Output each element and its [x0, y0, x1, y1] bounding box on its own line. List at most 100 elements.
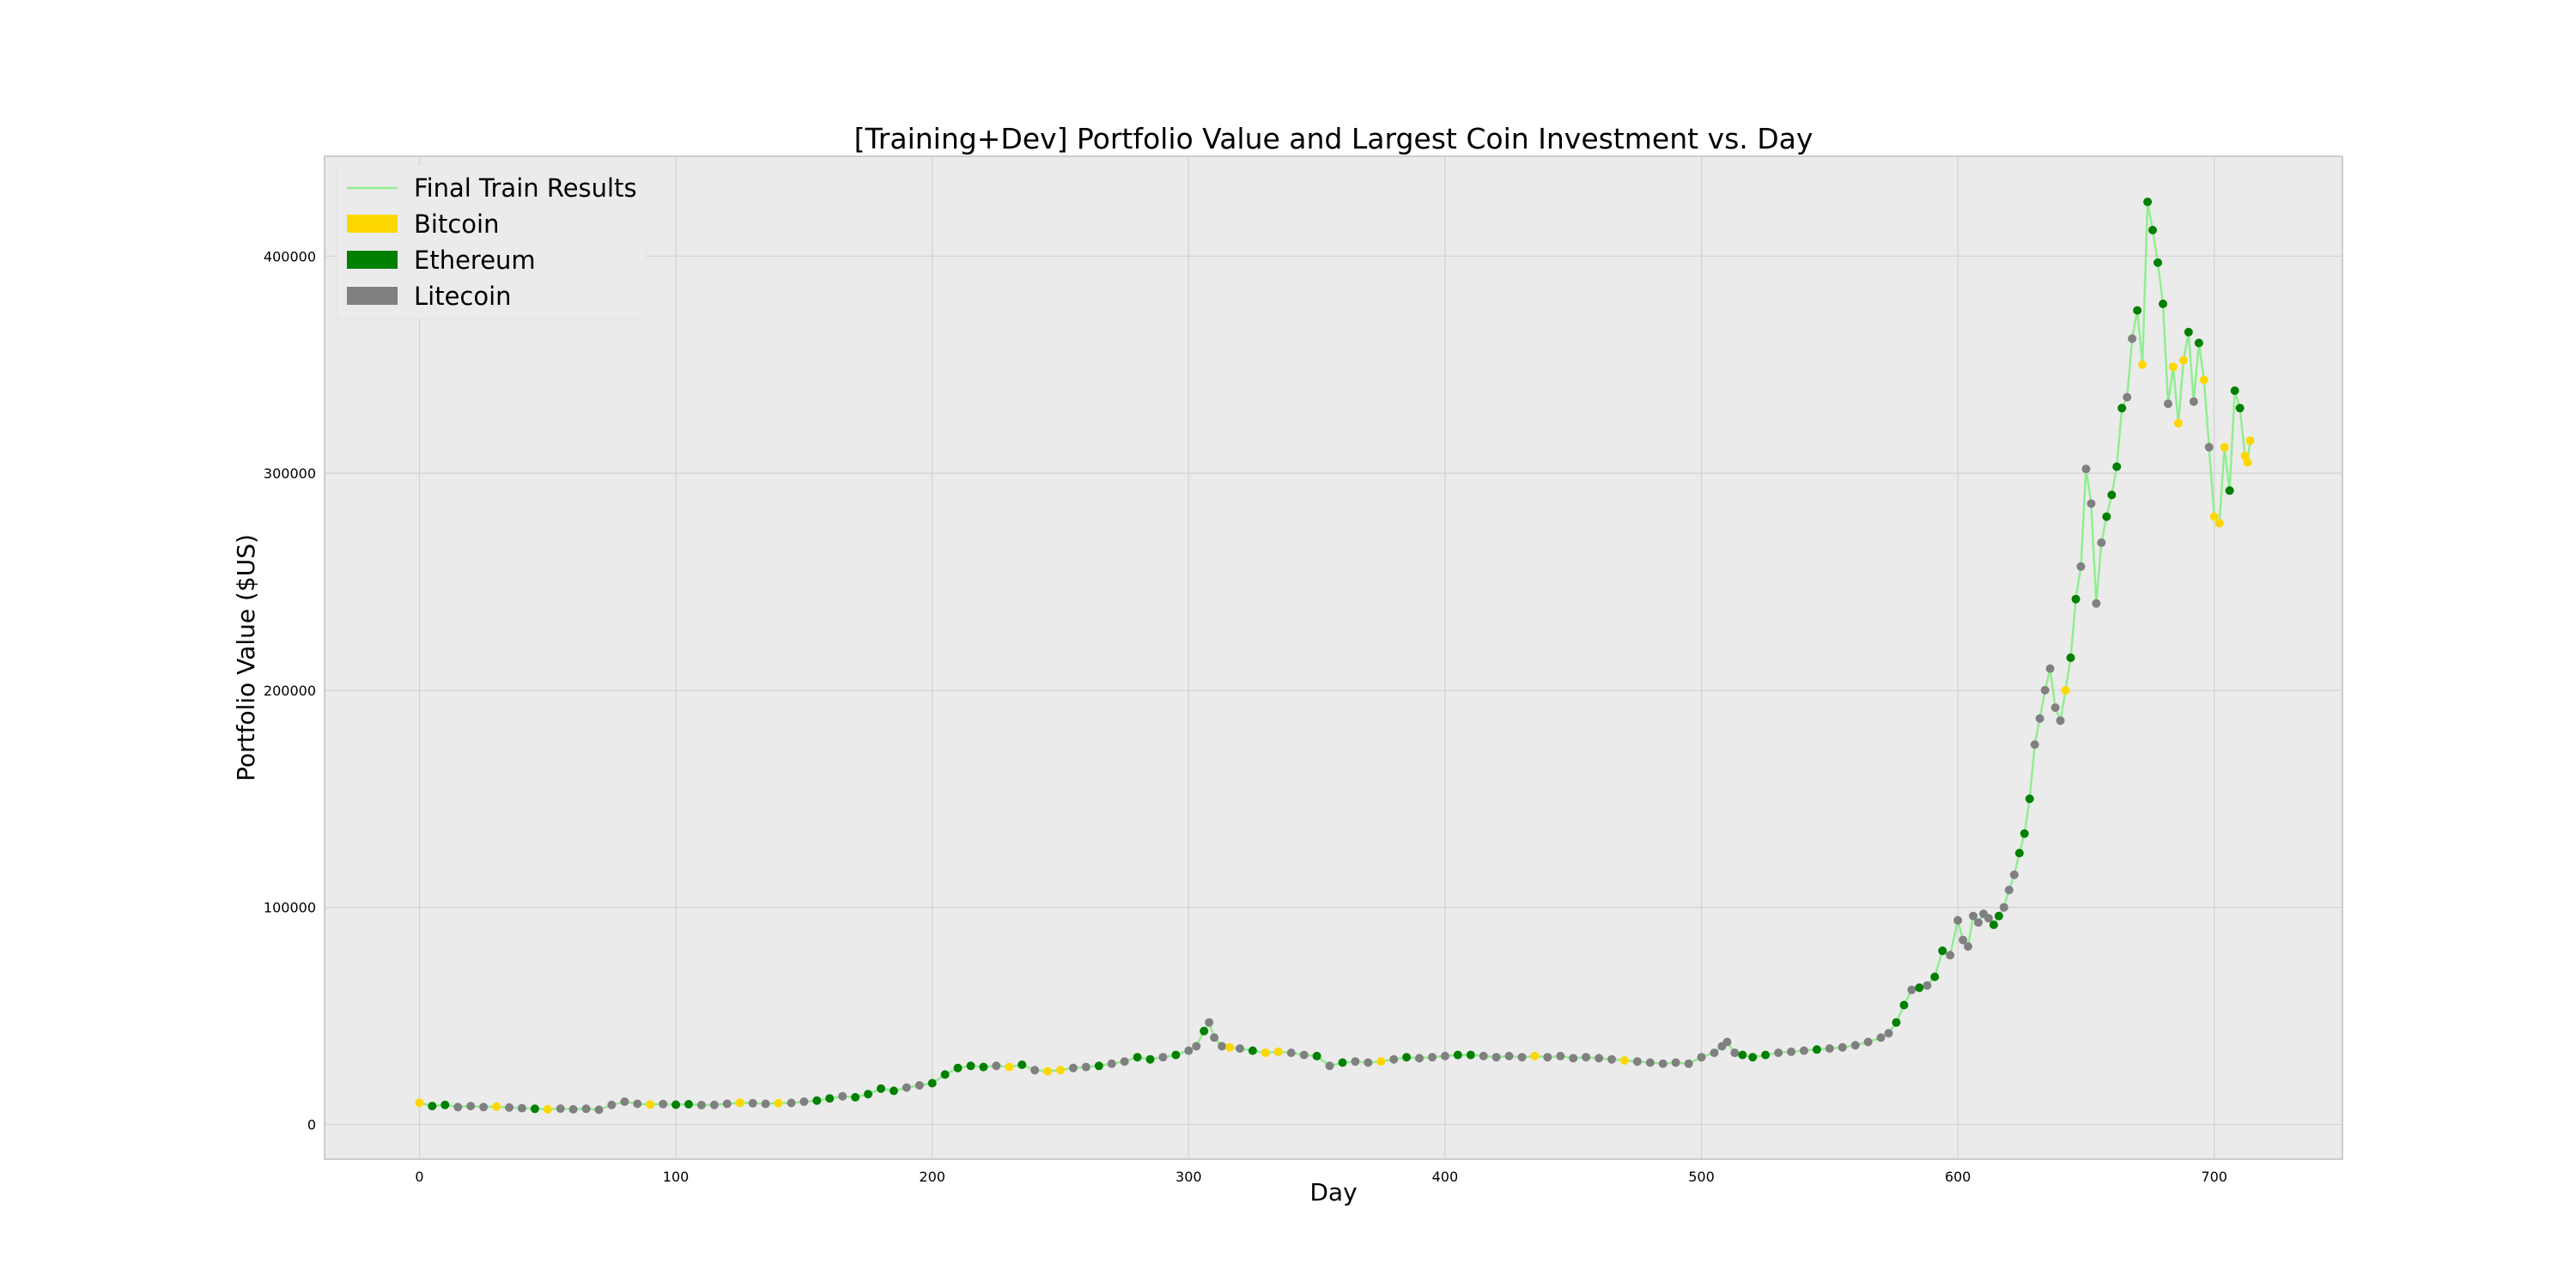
- data-point-litecoin: [1492, 1053, 1501, 1062]
- data-point-ethereum: [2154, 258, 2162, 267]
- data-point-litecoin: [1569, 1054, 1578, 1063]
- data-point-bitcoin: [735, 1098, 744, 1108]
- data-point-litecoin: [902, 1083, 911, 1092]
- data-point-litecoin: [1582, 1053, 1591, 1062]
- data-point-litecoin: [1999, 902, 2008, 912]
- data-point-litecoin: [1389, 1054, 1399, 1064]
- data-point-ethereum: [1994, 911, 2003, 920]
- data-point-bitcoin: [646, 1100, 655, 1109]
- data-point-litecoin: [1658, 1059, 1668, 1068]
- legend-swatch-ethereum: [347, 251, 398, 269]
- data-point-ethereum: [1248, 1046, 1257, 1055]
- data-point-litecoin: [581, 1104, 591, 1114]
- data-point-litecoin: [1556, 1051, 1565, 1060]
- data-point-litecoin: [2076, 562, 2086, 571]
- x-tick-label: 500: [1688, 1169, 1715, 1185]
- data-point-litecoin: [1632, 1057, 1642, 1066]
- data-point-ethereum: [2066, 653, 2075, 662]
- x-tick-label: 400: [1432, 1169, 1459, 1185]
- data-point-litecoin: [1863, 1037, 1873, 1047]
- data-point-litecoin: [1504, 1051, 1514, 1060]
- data-point-bitcoin: [2209, 512, 2219, 521]
- chart-title: [Training+Dev] Portfolio Value and Large…: [854, 122, 1814, 155]
- data-point-litecoin: [2040, 685, 2050, 695]
- data-point-litecoin: [2035, 714, 2044, 723]
- data-point-ethereum: [684, 1100, 693, 1109]
- data-point-ethereum: [927, 1078, 937, 1088]
- data-point-ethereum: [428, 1102, 437, 1111]
- data-point-ethereum: [2225, 486, 2234, 495]
- legend-label-bitcoin: Bitcoin: [414, 210, 499, 239]
- data-point-ethereum: [671, 1100, 681, 1109]
- data-point-bitcoin: [2138, 360, 2148, 369]
- data-point-bitcoin: [1376, 1057, 1386, 1066]
- data-point-litecoin: [659, 1099, 668, 1109]
- data-point-litecoin: [799, 1097, 809, 1106]
- data-point-ethereum: [1748, 1053, 1758, 1062]
- data-point-litecoin: [2030, 740, 2039, 750]
- data-point-litecoin: [914, 1081, 924, 1090]
- data-point-ethereum: [2025, 794, 2034, 804]
- data-point-litecoin: [466, 1102, 476, 1111]
- data-point-litecoin: [2097, 538, 2106, 547]
- data-point-ethereum: [530, 1104, 539, 1114]
- data-point-litecoin: [1671, 1058, 1680, 1067]
- data-point-litecoin: [2164, 399, 2172, 409]
- data-point-litecoin: [1299, 1050, 1309, 1060]
- data-point-ethereum: [966, 1061, 975, 1071]
- data-point-ethereum: [2143, 197, 2153, 207]
- data-point-ethereum: [851, 1092, 860, 1102]
- legend-swatch-litecoin: [347, 287, 398, 305]
- data-point-bitcoin: [2215, 519, 2224, 528]
- data-point-bitcoin: [1273, 1047, 1283, 1056]
- data-point-litecoin: [696, 1101, 706, 1109]
- data-point-ethereum: [1738, 1050, 1747, 1060]
- data-point-litecoin: [2081, 465, 2091, 474]
- data-point-ethereum: [1466, 1050, 1475, 1060]
- data-point-litecoin: [1068, 1063, 1078, 1072]
- data-point-litecoin: [787, 1098, 796, 1108]
- data-point-litecoin: [2189, 397, 2198, 406]
- data-point-litecoin: [2004, 885, 2014, 895]
- data-point-ethereum: [2107, 490, 2117, 500]
- data-point-ethereum: [1133, 1053, 1142, 1062]
- data-point-litecoin: [1907, 985, 1917, 994]
- data-point-ethereum: [1312, 1051, 1321, 1060]
- grid: [325, 156, 2342, 1159]
- data-point-litecoin: [1030, 1066, 1040, 1075]
- data-point-litecoin: [761, 1099, 770, 1109]
- data-point-litecoin: [1884, 1029, 1893, 1038]
- legend: Final Train Results Bitcoin Ethereum Lit…: [336, 164, 647, 320]
- data-point-ethereum: [2071, 594, 2081, 604]
- data-point-bitcoin: [2178, 355, 2188, 365]
- data-point-ethereum: [812, 1096, 822, 1105]
- data-point-bitcoin: [492, 1102, 501, 1111]
- data-point-ethereum: [877, 1084, 885, 1093]
- data-point-bitcoin: [2243, 458, 2252, 467]
- plot-background: [324, 155, 2343, 1160]
- data-point-litecoin: [2056, 716, 2065, 726]
- data-point-bitcoin: [415, 1098, 424, 1108]
- data-point-ethereum: [1892, 1018, 1901, 1027]
- data-point-litecoin: [568, 1104, 578, 1114]
- x-tick-label: 100: [663, 1169, 690, 1185]
- data-point-litecoin: [2087, 499, 2096, 508]
- data-point-bitcoin: [1005, 1062, 1014, 1072]
- data-point-ethereum: [1915, 983, 1924, 993]
- data-point-bitcoin: [2061, 685, 2070, 695]
- x-tick-label: 300: [1176, 1169, 1202, 1185]
- data-point-ethereum: [2235, 404, 2245, 413]
- data-point-litecoin: [1730, 1048, 1740, 1058]
- data-point-litecoin: [2050, 703, 2060, 713]
- data-point-bitcoin: [1261, 1048, 1270, 1058]
- data-point-bitcoin: [1619, 1056, 1629, 1065]
- data-point-litecoin: [709, 1100, 719, 1109]
- data-point-litecoin: [1184, 1046, 1194, 1055]
- data-point-litecoin: [556, 1104, 565, 1114]
- data-point-ethereum: [889, 1086, 898, 1096]
- data-point-litecoin: [505, 1103, 513, 1112]
- data-point-ethereum: [1094, 1061, 1103, 1071]
- data-point-ethereum: [1145, 1054, 1155, 1064]
- data-point-litecoin: [1210, 1033, 1219, 1042]
- data-point-ethereum: [2148, 226, 2157, 234]
